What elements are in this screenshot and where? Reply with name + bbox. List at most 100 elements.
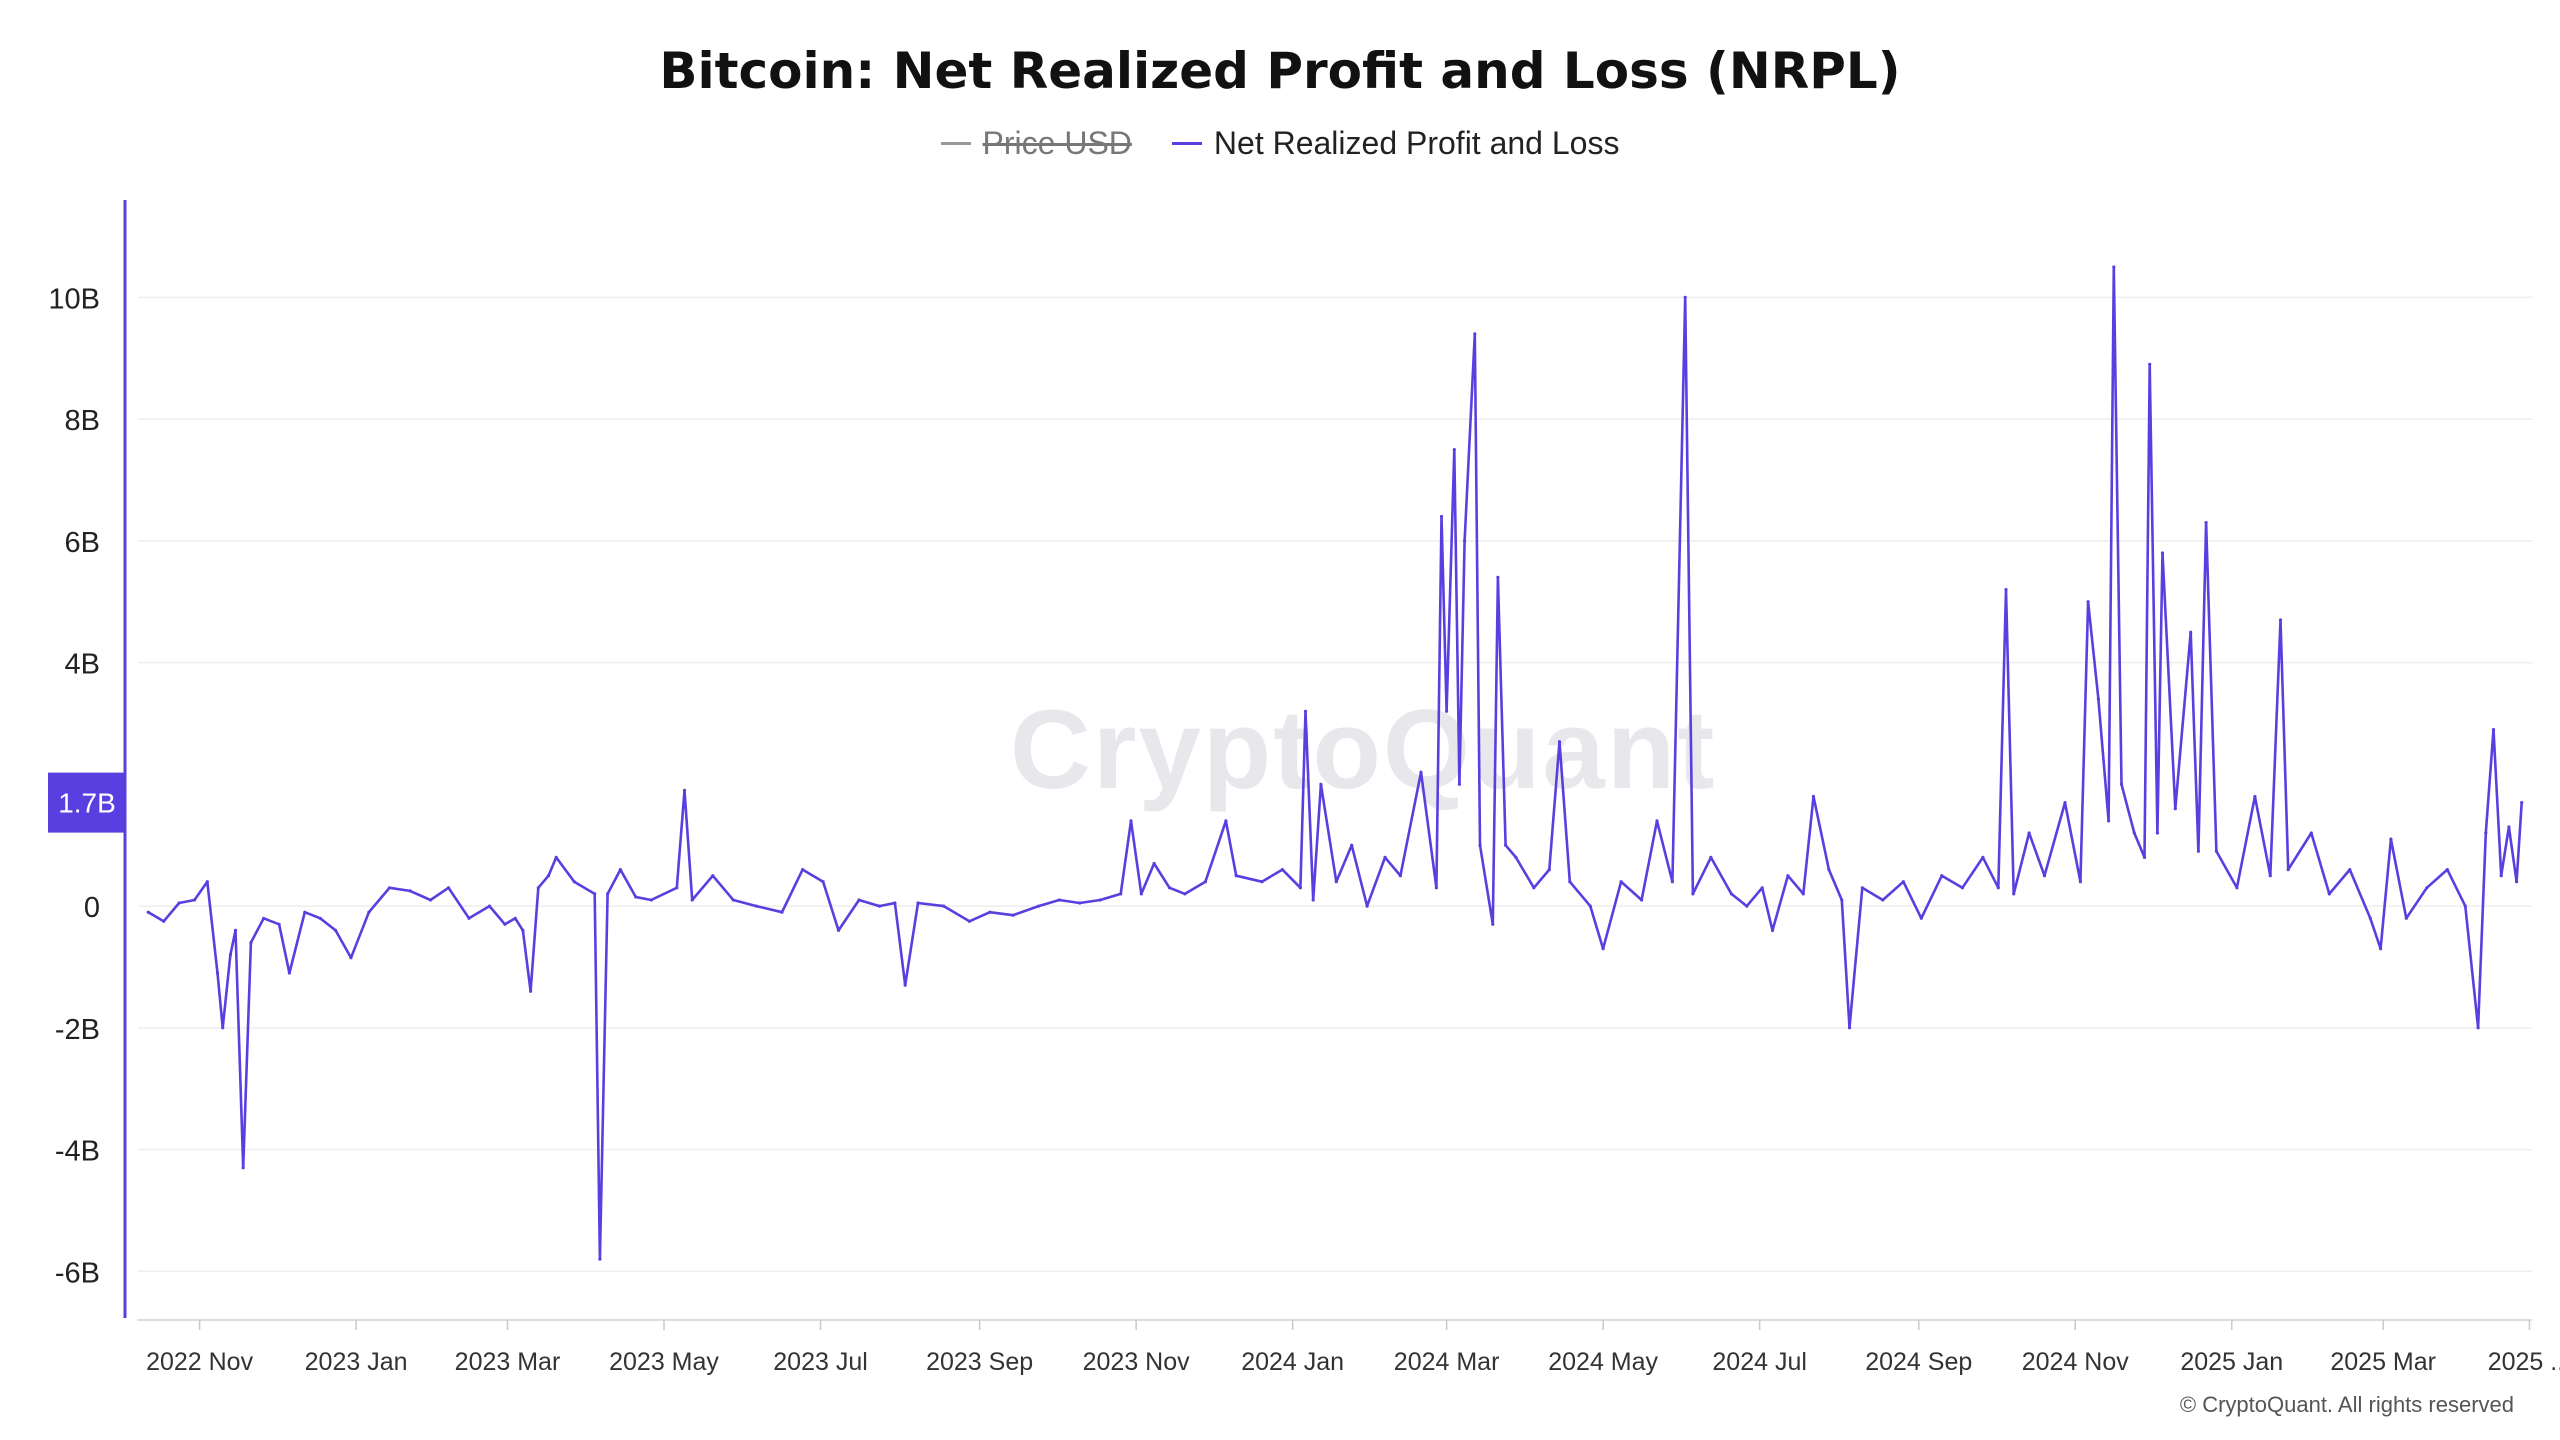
data-point-79 (1365, 904, 1369, 908)
data-point-95 (1532, 886, 1536, 890)
data-point-10 (249, 941, 253, 945)
legend-label-price-usd: Price USD (982, 125, 1132, 161)
data-point-18 (367, 910, 371, 914)
data-point-4 (205, 880, 209, 884)
data-point-2 (177, 901, 181, 905)
data-point-72 (1280, 868, 1284, 872)
data-point-126 (2004, 588, 2008, 592)
data-point-39 (675, 886, 679, 890)
data-point-96 (1547, 868, 1551, 872)
data-point-26 (513, 916, 517, 920)
data-point-92 (1496, 575, 1500, 580)
data-point-80 (1383, 855, 1387, 860)
data-point-31 (554, 855, 558, 860)
x-tick-label-8: 2024 Mar (1394, 1348, 1500, 1376)
legend-item-nrpl[interactable]: Net Realized Profit and Loss (1171, 125, 1619, 162)
data-point-24 (487, 904, 492, 908)
data-point-89 (1473, 332, 1477, 336)
data-point-78 (1350, 843, 1354, 847)
data-point-147 (2235, 886, 2239, 890)
data-point-168 (2520, 801, 2524, 805)
x-tick-label-14: 2025 Mar (2330, 1348, 2436, 1376)
data-point-99 (1588, 904, 1592, 908)
data-point-70 (1234, 874, 1238, 878)
data-point-38 (649, 898, 653, 902)
data-point-108 (1729, 892, 1733, 896)
data-point-34 (598, 1257, 602, 1261)
data-point-22 (446, 886, 451, 890)
data-point-11 (262, 916, 266, 920)
data-point-53 (916, 901, 920, 905)
data-point-43 (731, 898, 735, 902)
data-point-160 (2445, 868, 2449, 872)
y-tick-label-1: 8B (65, 405, 100, 437)
x-tick-label-3: 2023 May (609, 1348, 719, 1376)
data-point-61 (1098, 898, 1102, 902)
data-point-112 (1786, 874, 1790, 878)
data-point-107 (1709, 855, 1713, 860)
data-point-73 (1298, 886, 1302, 890)
data-point-143 (2189, 630, 2193, 634)
data-point-152 (2309, 831, 2313, 835)
data-point-45 (780, 910, 784, 914)
data-point-57 (1011, 913, 1015, 917)
legend-swatch-nrpl (1171, 142, 1202, 145)
data-point-68 (1203, 880, 1207, 884)
axes: 10B 8B 6B 4B 0 -2B -4B -6B 2022 Nov 2023 Jan 2023 … (48, 200, 2560, 1376)
data-point-142 (2173, 807, 2177, 811)
data-point-119 (1881, 898, 1885, 902)
data-point-141 (2160, 551, 2165, 555)
data-point-153 (2327, 892, 2331, 896)
legend-item-price-usd[interactable]: Price USD (940, 125, 1132, 162)
data-point-164 (2491, 728, 2496, 732)
data-point-154 (2348, 868, 2352, 872)
x-tick-label-4: 2023 Jul (773, 1348, 868, 1376)
y-tick-label-6: -4B (55, 1136, 100, 1168)
data-point-76 (1319, 782, 1323, 786)
chart-legend: Price USD Net Realized Profit and Loss (0, 125, 2560, 162)
data-point-137 (2132, 831, 2136, 835)
data-point-136 (2119, 782, 2124, 786)
data-point-124 (1981, 855, 1985, 860)
data-point-135 (2112, 265, 2116, 269)
data-point-122 (1940, 874, 1944, 878)
data-point-132 (2086, 600, 2090, 604)
x-tick-label-1: 2023 Jan (305, 1348, 408, 1376)
data-point-32 (572, 880, 576, 884)
data-point-90 (1478, 843, 1482, 847)
data-point-161 (2463, 904, 2467, 908)
y-tick-label-4: 0 (84, 892, 100, 924)
data-point-42 (711, 874, 715, 878)
data-point-47 (821, 880, 825, 884)
data-point-14 (303, 910, 307, 914)
data-point-103 (1655, 819, 1659, 823)
x-tick-label-12: 2024 Nov (2022, 1348, 2130, 1376)
data-point-40 (682, 788, 687, 793)
data-point-50 (877, 904, 882, 908)
data-point-117 (1847, 1026, 1852, 1030)
data-point-94 (1514, 855, 1518, 860)
data-point-46 (801, 868, 805, 872)
data-point-33 (593, 892, 597, 896)
data-point-133 (2096, 697, 2100, 701)
current-value-badge (48, 772, 126, 833)
data-point-19 (387, 886, 392, 890)
data-point-63 (1129, 819, 1133, 823)
data-point-98 (1568, 880, 1572, 884)
data-point-166 (2507, 825, 2511, 829)
x-tick-label-10: 2024 Jul (1712, 1348, 1807, 1376)
data-point-115 (1827, 868, 1831, 872)
y-tick-label-7: -6B (55, 1257, 100, 1289)
data-point-128 (2027, 831, 2031, 835)
data-point-84 (1439, 514, 1444, 519)
data-point-66 (1167, 886, 1172, 890)
data-point-29 (536, 886, 540, 890)
data-point-0 (146, 910, 150, 914)
data-point-159 (2425, 886, 2429, 890)
y-tick-label-2: 6B (65, 527, 100, 559)
data-point-21 (428, 898, 433, 902)
data-point-52 (903, 983, 907, 987)
data-point-7 (228, 953, 232, 957)
data-point-114 (1811, 794, 1816, 799)
data-point-129 (2042, 874, 2047, 878)
